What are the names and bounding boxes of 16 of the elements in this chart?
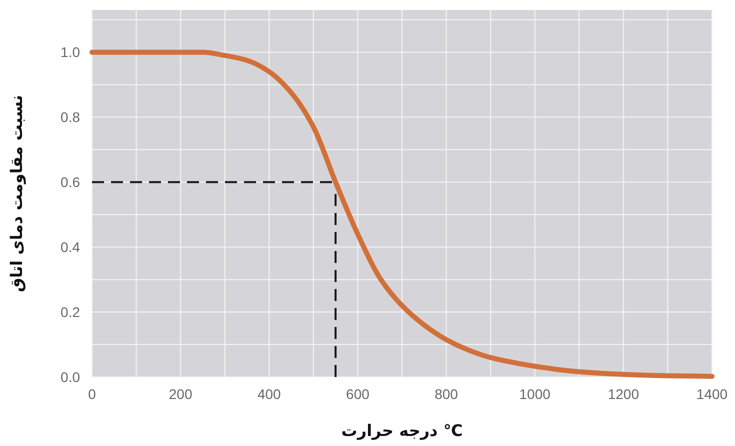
x-tick-label: 200: [168, 386, 192, 402]
y-tick-label: 0.0: [60, 369, 80, 385]
y-tick-label: 0.8: [60, 109, 80, 126]
x-tick-label: 600: [346, 386, 370, 402]
x-tick-label: 0: [88, 386, 96, 402]
x-tick-label: 1400: [696, 386, 728, 402]
y-tick-label: 0.4: [60, 239, 80, 256]
x-tick-label: 1200: [608, 386, 640, 402]
x-tick-label: 1000: [519, 386, 551, 402]
x-tick-label: 400: [257, 386, 282, 402]
y-tick-label: 0.6: [60, 174, 80, 190]
y-tick-label: 0.2: [60, 304, 80, 320]
x-tick-label: 800: [434, 386, 458, 402]
x-axis-title: درجه حرارت ℃: [341, 421, 463, 440]
y-axis-title: نسبت مقاومت دمای اتاق: [7, 94, 26, 292]
y-tick-label: 1.0: [60, 44, 80, 60]
